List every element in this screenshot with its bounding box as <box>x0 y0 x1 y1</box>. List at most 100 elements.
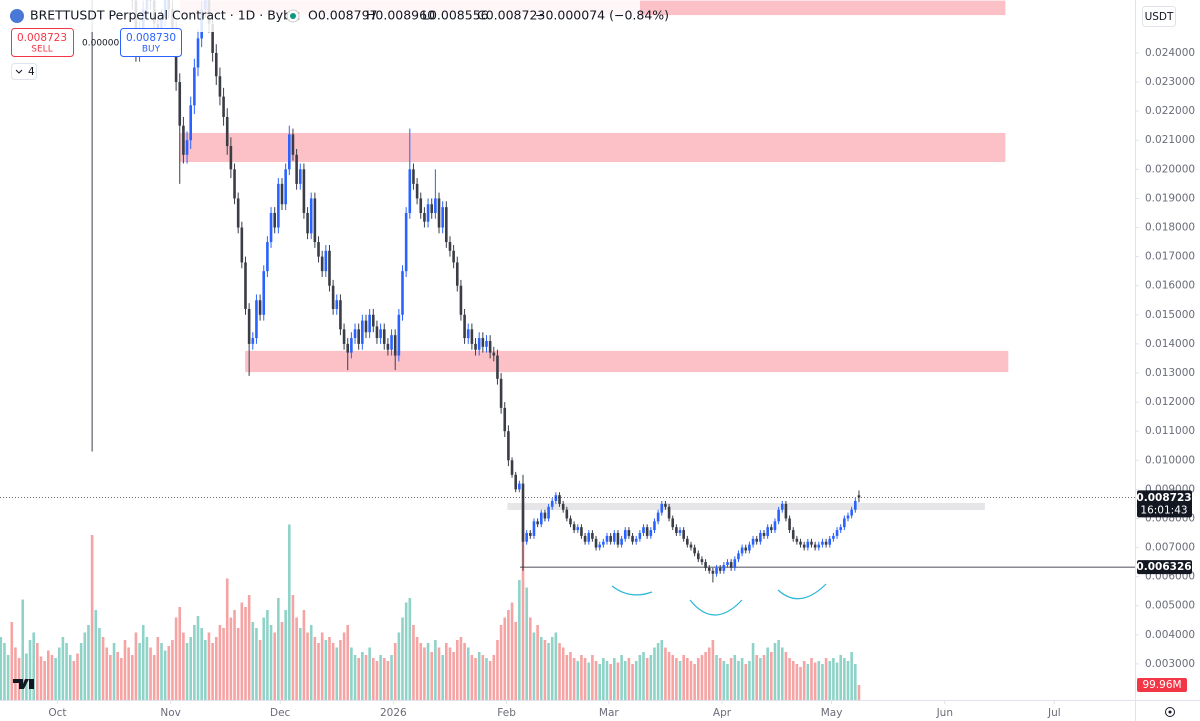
volume-bar <box>667 652 671 700</box>
volume-bar <box>455 640 459 700</box>
candle-body <box>437 198 441 228</box>
candle-body <box>339 300 342 330</box>
volume-bar <box>448 647 452 700</box>
volume-bar <box>269 625 273 700</box>
y-tick-label: 0.015000 <box>1145 309 1195 321</box>
candle-body <box>726 562 729 566</box>
volume-bar <box>90 535 94 700</box>
settings-icon[interactable] <box>1165 707 1175 717</box>
candle-body <box>496 355 499 379</box>
volume-bar <box>105 647 109 700</box>
currency: USDT <box>1145 11 1174 23</box>
candle-body <box>682 530 685 539</box>
candle-body <box>857 495 861 498</box>
volume-bar <box>554 632 558 700</box>
volume-bar <box>824 658 828 700</box>
volume-bar <box>656 643 660 700</box>
volume-bar <box>335 647 339 700</box>
y-tick-label: 0.003000 <box>1145 658 1195 670</box>
candle-body <box>328 250 331 286</box>
volume-bar <box>189 637 193 700</box>
y-tick-label: 0.024000 <box>1145 47 1195 59</box>
volume-bar <box>25 653 28 700</box>
price-zone <box>245 350 1009 373</box>
volume-bar <box>726 664 729 700</box>
ohlc-change: −0.000074 (−0.84%) <box>535 8 669 23</box>
candle-body <box>667 506 671 519</box>
volume-bar <box>167 646 171 700</box>
volume-bar <box>623 661 627 700</box>
volume-bar <box>211 643 214 700</box>
symbol-logo <box>10 9 24 23</box>
candle-body <box>499 378 503 408</box>
volume-bar <box>87 625 90 700</box>
price-tag-countdown: 16:01:43 <box>1140 504 1187 516</box>
volume-bar <box>258 640 262 700</box>
candle-body <box>419 198 423 213</box>
candle-body <box>357 329 360 344</box>
candle-body <box>481 338 485 347</box>
indicators-toggle[interactable] <box>11 63 37 80</box>
x-tick-label: Dec <box>270 707 291 719</box>
volume-bar <box>76 653 79 700</box>
volume-bar <box>452 652 455 700</box>
candle-body <box>474 343 477 350</box>
y-tick-label: 0.014000 <box>1145 338 1195 350</box>
x-tick-label: Nov <box>160 707 181 719</box>
currency-button[interactable] <box>1142 6 1176 27</box>
volume-bar <box>346 625 350 700</box>
axes: 0.0030000.0040000.0050000.0060000.007000… <box>48 47 1195 719</box>
candle-body <box>759 533 762 542</box>
candle-body <box>675 527 678 534</box>
candle-body <box>401 271 404 315</box>
candle-body <box>441 207 444 228</box>
volume-bar <box>539 637 543 700</box>
volume-bar <box>218 625 222 700</box>
candle-body <box>565 509 569 519</box>
volume-bar <box>415 637 419 700</box>
candle-body <box>390 335 393 350</box>
candle-body <box>320 256 324 272</box>
volume-bar <box>627 658 631 700</box>
volume-bar <box>755 655 759 700</box>
price-tag <box>1137 490 1192 518</box>
volume-bar <box>532 632 536 700</box>
volume-bar <box>233 610 236 700</box>
volume-bar <box>466 647 470 700</box>
level-tag-label: 0.006326 <box>1136 561 1191 573</box>
y-tick-label: 0.005000 <box>1145 600 1195 612</box>
candle-body <box>686 538 689 545</box>
volume-bar <box>437 647 441 700</box>
volume-bar <box>645 658 649 700</box>
volume-bar <box>795 664 799 700</box>
volume-bar <box>141 625 145 700</box>
volume-bar <box>536 625 539 700</box>
volume-bar <box>499 625 503 700</box>
candle-body <box>423 212 426 222</box>
sell-button[interactable] <box>11 28 74 57</box>
volume-bar <box>123 640 127 700</box>
volume-bar <box>361 652 364 700</box>
candle-body <box>525 533 528 542</box>
volume-bar <box>371 658 375 700</box>
volume-bar <box>295 617 298 700</box>
candle-body <box>353 329 357 339</box>
candle-body <box>591 533 594 539</box>
volume-bar <box>43 661 46 700</box>
volume-bar <box>156 637 160 700</box>
candle-body <box>766 527 769 536</box>
volume-bar <box>459 637 463 700</box>
x-tick-label: Mar <box>599 707 619 719</box>
candle-body <box>795 538 799 542</box>
candle-body <box>587 533 591 542</box>
candle-body <box>386 343 390 350</box>
indicator-count: 4 <box>28 66 35 78</box>
candle-body <box>277 183 280 228</box>
candle-body <box>426 204 430 222</box>
volume-bar <box>116 652 119 700</box>
buy-button[interactable] <box>120 28 182 57</box>
candle-body <box>777 509 780 522</box>
volume-bar <box>182 632 185 700</box>
volume-bar <box>39 656 43 700</box>
volume-bar <box>317 643 320 700</box>
